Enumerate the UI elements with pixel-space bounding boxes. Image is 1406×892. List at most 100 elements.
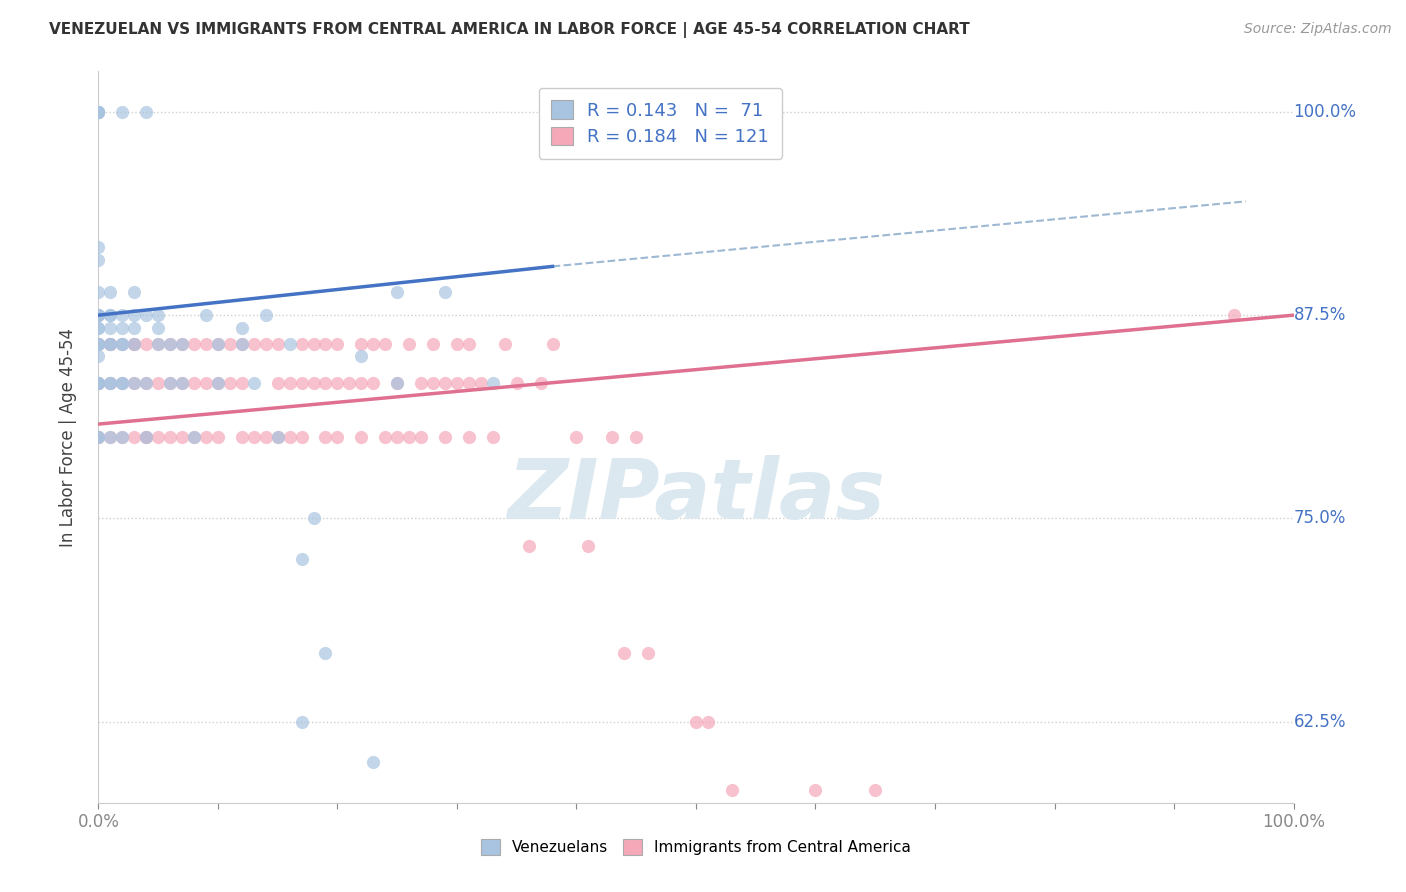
- Point: [326, 337, 349, 351]
- Point: [207, 376, 229, 391]
- Point: [135, 430, 157, 444]
- Point: [219, 376, 242, 391]
- Point: [267, 430, 290, 444]
- Point: [278, 337, 301, 351]
- Point: [87, 321, 110, 335]
- Point: [87, 430, 110, 444]
- Point: [87, 430, 110, 444]
- Point: [291, 337, 314, 351]
- Point: [87, 105, 110, 120]
- Point: [326, 430, 349, 444]
- Point: [195, 308, 218, 322]
- Point: [111, 337, 134, 351]
- Point: [541, 337, 564, 351]
- Point: [98, 430, 122, 444]
- Point: [350, 349, 373, 363]
- Point: [315, 337, 337, 351]
- Point: [124, 308, 146, 322]
- Point: [98, 321, 122, 335]
- Point: [411, 376, 433, 391]
- Point: [87, 285, 110, 300]
- Point: [385, 376, 409, 391]
- Point: [98, 376, 122, 391]
- Point: [124, 376, 146, 391]
- Point: [315, 646, 337, 660]
- Point: [278, 376, 301, 391]
- Point: [434, 430, 457, 444]
- Point: [278, 430, 301, 444]
- Point: [87, 105, 110, 120]
- Point: [148, 376, 170, 391]
- Point: [207, 376, 229, 391]
- Point: [685, 714, 707, 729]
- Point: [385, 285, 409, 300]
- Point: [434, 285, 457, 300]
- Point: [135, 376, 157, 391]
- Point: [207, 337, 229, 351]
- Text: VENEZUELAN VS IMMIGRANTS FROM CENTRAL AMERICA IN LABOR FORCE | AGE 45-54 CORRELA: VENEZUELAN VS IMMIGRANTS FROM CENTRAL AM…: [49, 22, 970, 38]
- Text: 75.0%: 75.0%: [1294, 509, 1346, 527]
- Point: [159, 337, 181, 351]
- Point: [98, 337, 122, 351]
- Point: [350, 337, 373, 351]
- Point: [111, 430, 134, 444]
- Point: [87, 376, 110, 391]
- Point: [87, 376, 110, 391]
- Point: [422, 337, 444, 351]
- Point: [315, 376, 337, 391]
- Point: [172, 376, 194, 391]
- Point: [87, 376, 110, 391]
- Point: [231, 376, 253, 391]
- Point: [637, 646, 659, 660]
- Point: [721, 782, 744, 797]
- Point: [111, 376, 134, 391]
- Point: [87, 337, 110, 351]
- Point: [87, 105, 110, 120]
- Point: [111, 430, 134, 444]
- Point: [98, 337, 122, 351]
- Point: [578, 539, 600, 553]
- Point: [148, 430, 170, 444]
- Point: [302, 511, 325, 525]
- Point: [124, 337, 146, 351]
- Point: [98, 376, 122, 391]
- Point: [446, 376, 468, 391]
- Point: [87, 308, 110, 322]
- Point: [481, 376, 505, 391]
- Point: [183, 430, 205, 444]
- Point: [87, 430, 110, 444]
- Point: [111, 308, 134, 322]
- Point: [207, 430, 229, 444]
- Point: [481, 430, 505, 444]
- Point: [291, 430, 314, 444]
- Point: [87, 252, 110, 267]
- Point: [111, 321, 134, 335]
- Point: [148, 308, 170, 322]
- Point: [243, 376, 266, 391]
- Point: [111, 376, 134, 391]
- Point: [87, 337, 110, 351]
- Point: [231, 337, 253, 351]
- Point: [804, 782, 827, 797]
- Point: [135, 430, 157, 444]
- Point: [326, 376, 349, 391]
- Point: [98, 308, 122, 322]
- Point: [87, 105, 110, 120]
- Point: [243, 430, 266, 444]
- Point: [231, 337, 253, 351]
- Point: [87, 430, 110, 444]
- Point: [124, 285, 146, 300]
- Point: [98, 337, 122, 351]
- Point: [291, 552, 314, 566]
- Point: [267, 337, 290, 351]
- Point: [98, 376, 122, 391]
- Point: [291, 376, 314, 391]
- Point: [195, 337, 218, 351]
- Point: [183, 337, 205, 351]
- Point: [183, 430, 205, 444]
- Point: [363, 337, 385, 351]
- Legend: Venezuelans, Immigrants from Central America: Venezuelans, Immigrants from Central Ame…: [475, 833, 917, 861]
- Point: [111, 337, 134, 351]
- Point: [865, 782, 887, 797]
- Point: [124, 321, 146, 335]
